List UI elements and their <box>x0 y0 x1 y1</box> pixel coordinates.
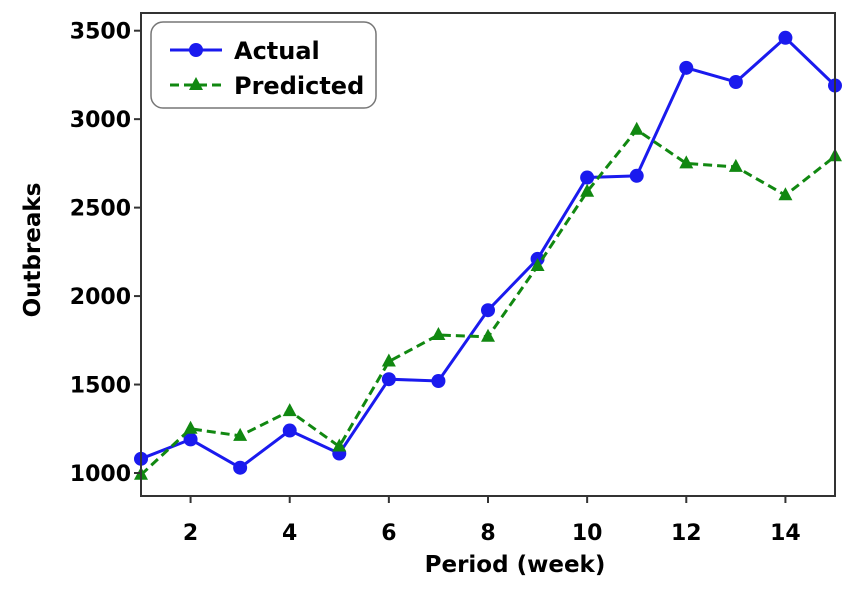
series-actual-point <box>481 303 495 318</box>
legend-predicted-marker <box>189 77 203 90</box>
series-predicted-point <box>381 353 396 367</box>
series-predicted-point <box>183 420 198 434</box>
series-actual-point <box>580 170 595 185</box>
x-tick-label: 10 <box>572 521 603 546</box>
series-predicted-point <box>580 183 595 197</box>
series-predicted-point <box>332 438 347 452</box>
series-actual-point <box>431 374 446 388</box>
plot-frame <box>140 12 836 497</box>
y-tick-label: 3000 <box>70 108 131 133</box>
x-tick-label: 14 <box>770 521 801 546</box>
y-axis-ticks: 1000 1500 2000 2500 3000 3500 <box>70 20 141 487</box>
legend-box <box>150 21 377 109</box>
x-tick-label: 12 <box>671 521 702 546</box>
series-actual-point <box>282 423 297 438</box>
series-actual-point <box>629 168 644 183</box>
y-tick-label: 2500 <box>70 197 131 222</box>
legend-actual-label: Actual <box>234 37 320 65</box>
series-predicted-point <box>629 121 644 135</box>
series-predicted-point <box>481 328 495 342</box>
series-predicted-point <box>282 403 297 417</box>
series-actual-point <box>679 60 694 75</box>
y-tick-label: 1500 <box>70 374 131 399</box>
legend-predicted-label: Predicted <box>234 72 364 100</box>
y-tick-label: 3500 <box>70 20 131 45</box>
x-tick-label: 6 <box>381 521 396 546</box>
series-predicted-point <box>431 327 446 340</box>
x-tick-label: 4 <box>282 521 297 546</box>
series-predicted-line <box>139 127 836 476</box>
plot-area <box>134 30 842 480</box>
legend: Actual Predicted <box>150 21 377 109</box>
x-axis-title: Period (week) <box>425 552 606 578</box>
y-tick-label: 2000 <box>70 285 131 310</box>
x-tick-label: 2 <box>183 521 198 546</box>
series-predicted-point <box>778 187 793 201</box>
series-actual-point <box>778 30 793 45</box>
series-actual-point <box>233 460 248 475</box>
y-tick-label: 1000 <box>70 462 131 487</box>
x-tick-label: 8 <box>480 521 495 546</box>
legend-actual-marker <box>189 43 203 57</box>
series-predicted-point <box>233 427 248 441</box>
y-axis-title: Outbreaks <box>20 183 46 318</box>
series-actual-point <box>728 75 743 89</box>
x-axis-ticks: 2 4 6 8 10 12 14 <box>183 496 801 546</box>
series-predicted-point <box>728 158 743 172</box>
series-predicted-point <box>530 258 545 271</box>
series-actual-point <box>183 432 198 447</box>
series-actual-point <box>381 372 396 387</box>
series-predicted-point <box>679 155 694 169</box>
